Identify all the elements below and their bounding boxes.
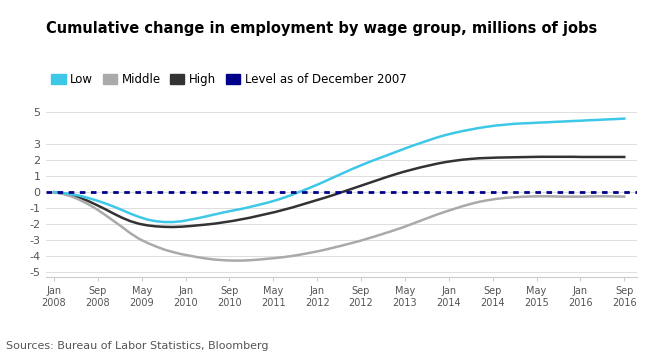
Text: Cumulative change in employment by wage group, millions of jobs: Cumulative change in employment by wage … [46, 21, 597, 36]
Legend: Low, Middle, High, Level as of December 2007: Low, Middle, High, Level as of December … [51, 73, 406, 86]
Text: Sources: Bureau of Labor Statistics, Bloomberg: Sources: Bureau of Labor Statistics, Blo… [6, 342, 269, 351]
